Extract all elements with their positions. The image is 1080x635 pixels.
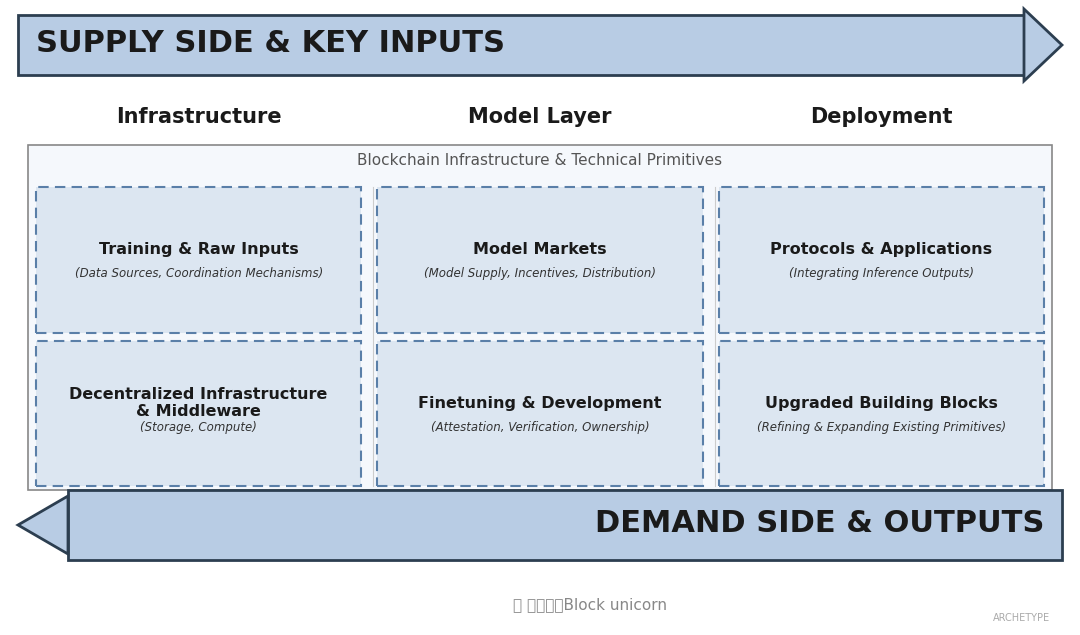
FancyBboxPatch shape: [718, 187, 1044, 333]
Text: Training & Raw Inputs: Training & Raw Inputs: [98, 242, 298, 257]
FancyBboxPatch shape: [36, 340, 362, 486]
Text: Decentralized Infrastructure
& Middleware: Decentralized Infrastructure & Middlewar…: [69, 387, 328, 420]
FancyBboxPatch shape: [377, 187, 703, 333]
FancyBboxPatch shape: [36, 187, 362, 333]
Text: (Attestation, Verification, Ownership): (Attestation, Verification, Ownership): [431, 421, 649, 434]
Text: Infrastructure: Infrastructure: [116, 107, 282, 127]
FancyBboxPatch shape: [377, 340, 703, 486]
Text: (Model Supply, Incentives, Distribution): (Model Supply, Incentives, Distribution): [424, 267, 656, 280]
Polygon shape: [18, 496, 68, 554]
Text: DEMAND SIDE & OUTPUTS: DEMAND SIDE & OUTPUTS: [595, 509, 1044, 537]
Polygon shape: [18, 15, 1024, 75]
Text: Protocols & Applications: Protocols & Applications: [770, 242, 993, 257]
Text: (Data Sources, Coordination Mechanisms): (Data Sources, Coordination Mechanisms): [75, 267, 323, 280]
Text: Finetuning & Development: Finetuning & Development: [418, 396, 662, 411]
Polygon shape: [28, 145, 1052, 490]
Text: (Storage, Compute): (Storage, Compute): [140, 421, 257, 434]
Text: Upgraded Building Blocks: Upgraded Building Blocks: [765, 396, 998, 411]
Text: (Refining & Expanding Existing Primitives): (Refining & Expanding Existing Primitive…: [757, 421, 1005, 434]
FancyBboxPatch shape: [718, 340, 1044, 486]
Text: (Integrating Inference Outputs): (Integrating Inference Outputs): [788, 267, 974, 280]
Polygon shape: [1024, 9, 1062, 81]
Text: Model Layer: Model Layer: [469, 107, 611, 127]
Text: Model Markets: Model Markets: [473, 242, 607, 257]
Text: SUPPLY SIDE & KEY INPUTS: SUPPLY SIDE & KEY INPUTS: [36, 29, 505, 58]
Text: Deployment: Deployment: [810, 107, 953, 127]
Text: Blockchain Infrastructure & Technical Primitives: Blockchain Infrastructure & Technical Pr…: [357, 153, 723, 168]
Text: 📷 公众号・Block unicorn: 📷 公众号・Block unicorn: [513, 598, 667, 613]
Text: ARCHETYPE: ARCHETYPE: [993, 613, 1050, 623]
Polygon shape: [68, 490, 1062, 560]
